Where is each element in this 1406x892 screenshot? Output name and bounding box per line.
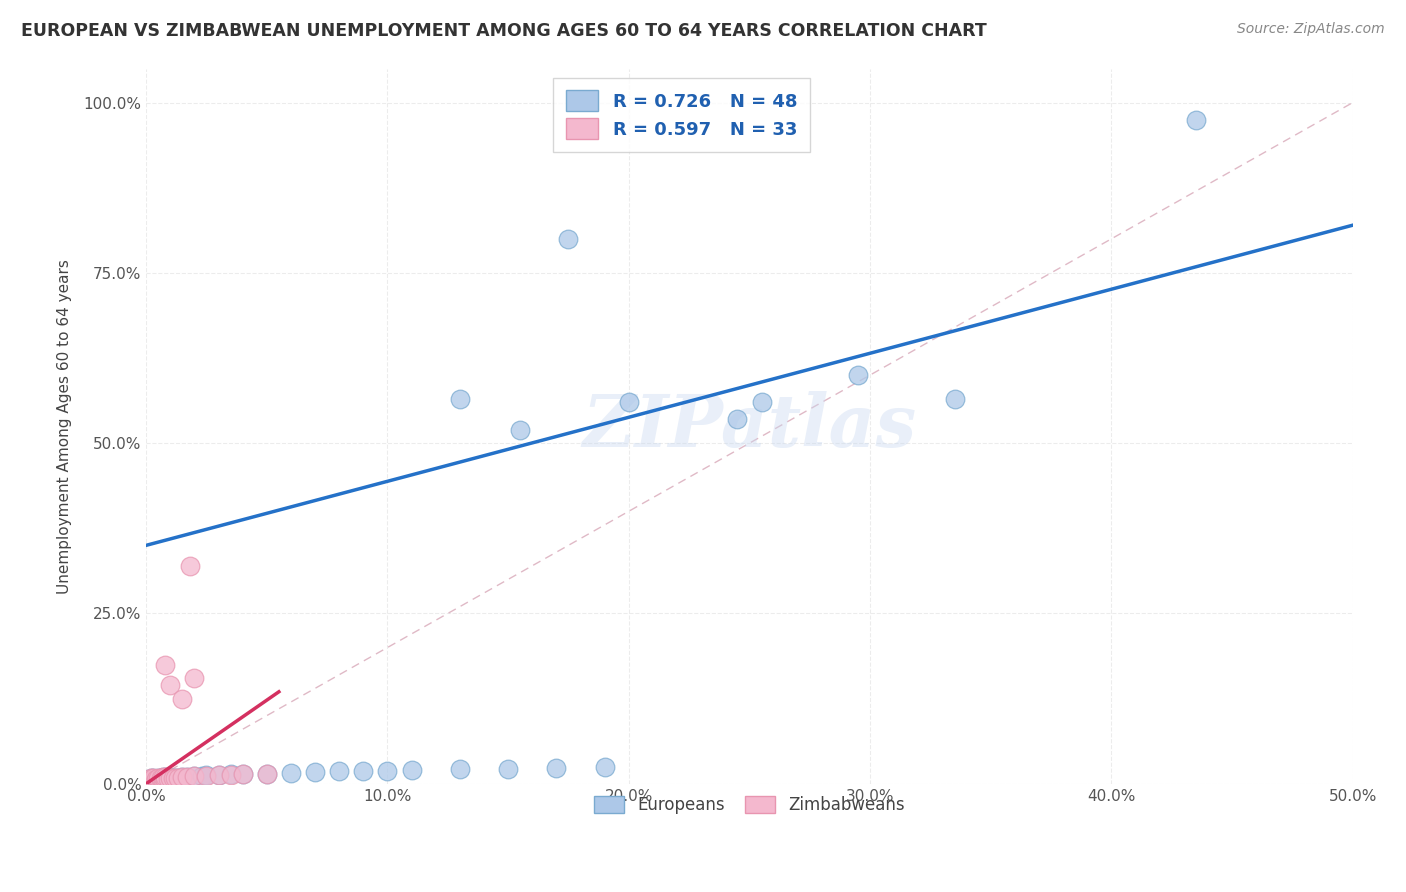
Point bbox=[149, 771, 172, 785]
Point bbox=[256, 767, 278, 781]
Point bbox=[148, 772, 170, 786]
Point bbox=[943, 392, 966, 406]
Legend: Europeans, Zimbabweans: Europeans, Zimbabweans bbox=[582, 784, 917, 825]
Point bbox=[183, 769, 205, 783]
Point bbox=[152, 772, 174, 787]
Point bbox=[179, 558, 201, 573]
Point bbox=[152, 772, 174, 787]
Point bbox=[190, 768, 212, 782]
Point bbox=[156, 772, 179, 786]
Text: ZIPatlas: ZIPatlas bbox=[582, 391, 917, 462]
Point bbox=[172, 770, 194, 784]
Point bbox=[162, 772, 184, 786]
Point bbox=[159, 772, 181, 786]
Point bbox=[155, 772, 177, 787]
Point bbox=[145, 772, 167, 786]
Point bbox=[138, 773, 160, 788]
Point bbox=[145, 773, 167, 788]
Point bbox=[256, 766, 278, 780]
Point bbox=[159, 772, 181, 786]
Point bbox=[152, 770, 174, 784]
Point bbox=[155, 657, 177, 672]
Point bbox=[148, 772, 170, 786]
Point bbox=[232, 767, 254, 781]
Point bbox=[166, 771, 188, 785]
Point bbox=[165, 771, 187, 785]
Point bbox=[401, 763, 423, 777]
Point bbox=[165, 771, 187, 785]
Point bbox=[557, 232, 579, 246]
Point bbox=[145, 772, 167, 786]
Point bbox=[152, 770, 174, 784]
Point bbox=[183, 671, 205, 685]
Point bbox=[280, 765, 302, 780]
Point bbox=[207, 768, 229, 782]
Point bbox=[155, 772, 177, 787]
Point bbox=[352, 764, 374, 779]
Point bbox=[1185, 112, 1208, 127]
Point bbox=[183, 769, 205, 783]
Point bbox=[155, 770, 177, 784]
Point bbox=[496, 762, 519, 776]
Point bbox=[172, 691, 194, 706]
Point bbox=[142, 773, 165, 788]
Point bbox=[148, 773, 170, 788]
Point bbox=[139, 773, 162, 788]
Point bbox=[751, 395, 773, 409]
Point bbox=[172, 770, 194, 784]
Point bbox=[156, 772, 179, 786]
Point bbox=[142, 772, 165, 786]
Point bbox=[207, 768, 229, 782]
Point bbox=[149, 772, 172, 787]
Point bbox=[219, 767, 242, 781]
Point bbox=[162, 772, 184, 786]
Text: EUROPEAN VS ZIMBABWEAN UNEMPLOYMENT AMONG AGES 60 TO 64 YEARS CORRELATION CHART: EUROPEAN VS ZIMBABWEAN UNEMPLOYMENT AMON… bbox=[21, 22, 987, 40]
Point bbox=[546, 761, 568, 775]
Point bbox=[725, 412, 748, 426]
Y-axis label: Unemployment Among Ages 60 to 64 years: Unemployment Among Ages 60 to 64 years bbox=[58, 259, 72, 593]
Point bbox=[593, 760, 616, 774]
Point bbox=[195, 768, 218, 782]
Point bbox=[219, 768, 242, 782]
Point bbox=[328, 764, 350, 779]
Point bbox=[617, 395, 640, 409]
Point bbox=[232, 766, 254, 780]
Point bbox=[139, 773, 162, 788]
Point bbox=[449, 392, 471, 406]
Point bbox=[138, 773, 160, 788]
Point bbox=[139, 772, 162, 786]
Point bbox=[149, 771, 172, 785]
Point bbox=[377, 764, 399, 778]
Point bbox=[145, 773, 167, 788]
Point bbox=[449, 763, 471, 777]
Point bbox=[159, 678, 181, 692]
Point bbox=[155, 770, 177, 784]
Point bbox=[139, 772, 162, 786]
Point bbox=[509, 423, 531, 437]
Point bbox=[148, 773, 170, 788]
Point bbox=[176, 770, 198, 784]
Point bbox=[149, 772, 172, 787]
Point bbox=[166, 771, 188, 785]
Point bbox=[142, 772, 165, 786]
Point bbox=[142, 773, 165, 788]
Point bbox=[846, 368, 869, 382]
Point bbox=[176, 770, 198, 784]
Text: Source: ZipAtlas.com: Source: ZipAtlas.com bbox=[1237, 22, 1385, 37]
Point bbox=[195, 768, 218, 782]
Point bbox=[304, 765, 326, 780]
